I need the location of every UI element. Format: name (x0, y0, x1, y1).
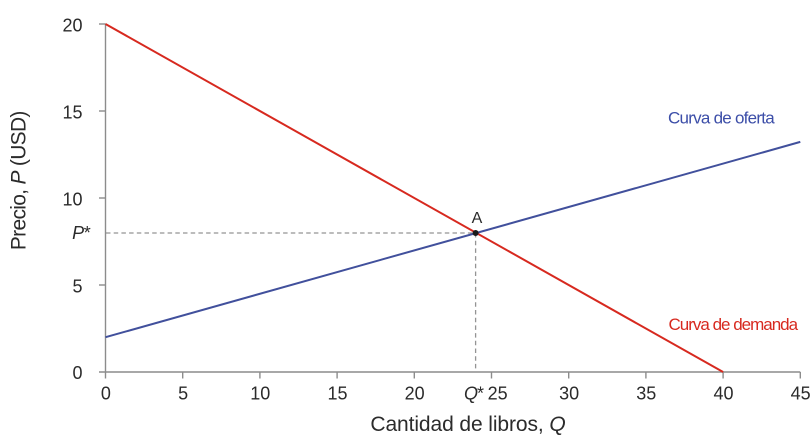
svg-text:0: 0 (72, 363, 82, 383)
svg-text:Q*: Q* (464, 384, 484, 404)
svg-text:P*: P* (72, 223, 91, 243)
svg-text:20: 20 (405, 384, 425, 404)
svg-text:15: 15 (62, 103, 82, 123)
svg-text:A: A (472, 210, 483, 227)
svg-text:5: 5 (72, 277, 82, 297)
svg-text:Curva de demanda: Curva de demanda (669, 315, 799, 334)
svg-text:45: 45 (791, 384, 810, 404)
svg-text:10: 10 (62, 190, 82, 210)
svg-text:25: 25 (488, 384, 508, 404)
svg-text:20: 20 (62, 16, 82, 36)
svg-text:Precio, P (USD): Precio, P (USD) (8, 111, 31, 250)
svg-text:5: 5 (178, 384, 188, 404)
svg-text:Curva de oferta: Curva de oferta (668, 109, 775, 128)
svg-text:10: 10 (250, 384, 270, 404)
svg-text:35: 35 (636, 384, 656, 404)
svg-text:40: 40 (713, 384, 733, 404)
svg-text:Cantidad de libros, Q: Cantidad de libros, Q (370, 413, 565, 436)
svg-text:30: 30 (559, 384, 579, 404)
svg-text:0: 0 (101, 384, 111, 404)
svg-text:15: 15 (327, 384, 347, 404)
